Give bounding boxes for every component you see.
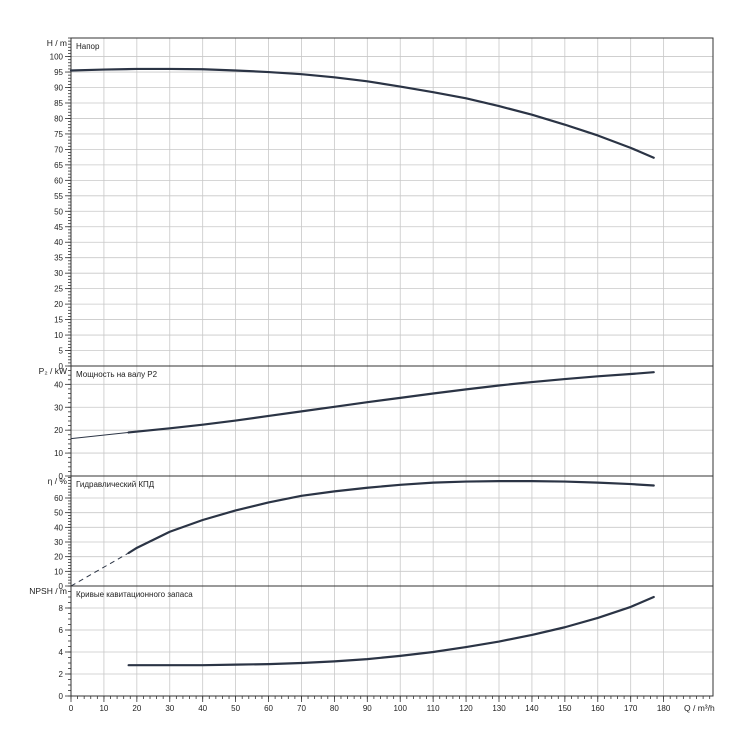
x-tick-label: 10	[99, 704, 108, 713]
y-axis-label: H / m	[47, 38, 67, 48]
y-tick-label: 4	[59, 648, 64, 657]
y-tick-label: 0	[59, 362, 64, 371]
y-tick-label: 2	[59, 670, 64, 679]
y-tick-label: 35	[54, 254, 63, 263]
panel-title: Напор	[76, 42, 100, 51]
y-axis-label: P₂ / kW	[39, 366, 67, 376]
panel-npsh: 0 2 4 6 8 NPSH / m Кривые кавитационного запас…	[29, 585, 714, 701]
x-tick-label: 140	[525, 704, 539, 713]
y-tick-label: 5	[59, 347, 64, 356]
y-tick-label: 8	[59, 604, 64, 613]
x-tick-label: 80	[330, 704, 339, 713]
x-tick-label: 110	[427, 704, 440, 713]
y-tick-label: 40	[54, 238, 63, 247]
y-tick-label: 20	[54, 300, 63, 309]
y-tick-label: 30	[54, 269, 63, 278]
y-tick-label: 100	[50, 53, 64, 62]
y-tick-label: 60	[54, 176, 63, 185]
y-tick-label: 40	[54, 380, 63, 389]
series-line-efficiency-dashed	[70, 552, 129, 587]
y-tick-label: 50	[54, 509, 63, 518]
y-tick-label: 0	[59, 472, 64, 481]
series-line-efficiency-solid	[127, 480, 655, 555]
panel-power: 0 10 20 30 40 P₂ / kW Мощность на валу P2	[39, 365, 714, 481]
y-tick-label: 95	[54, 68, 63, 77]
y-tick-label: 20	[54, 553, 63, 562]
y-tick-label: 30	[54, 403, 63, 412]
x-tick-label: 100	[394, 704, 408, 713]
x-axis: 0 10 20 30 40 50 60 70 80 90 100 110 120 130 140 150 160…	[69, 696, 715, 713]
y-tick-label: 70	[54, 145, 63, 154]
y-tick-label: 50	[54, 207, 63, 216]
y-tick-label: 15	[54, 316, 63, 325]
x-tick-label: 0	[69, 704, 74, 713]
panel-title: Мощность на валу P2	[76, 370, 158, 379]
y-tick-label: 10	[54, 567, 63, 576]
x-tick-label: 20	[132, 704, 141, 713]
series-line-power-thin	[70, 431, 129, 440]
y-tick-label: 25	[54, 285, 63, 294]
x-tick-label: 170	[624, 704, 638, 713]
y-tick-label: 65	[54, 161, 63, 170]
series-line-head-solid	[69, 67, 655, 159]
y-tick-label: 60	[54, 494, 63, 503]
y-axis-label: NPSH / m	[29, 586, 67, 596]
y-tick-label: 0	[59, 582, 64, 591]
y-tick-label: 6	[59, 626, 64, 635]
y-tick-label: 30	[54, 538, 63, 547]
y-tick-label: 80	[54, 114, 63, 123]
y-tick-label: 20	[54, 426, 63, 435]
y-tick-label: 85	[54, 99, 63, 108]
x-tick-label: 130	[492, 704, 506, 713]
panel-title: Гидравлический КПД	[76, 480, 155, 489]
y-tick-label: 40	[54, 523, 63, 532]
y-tick-label: 10	[54, 331, 63, 340]
x-tick-label: 90	[363, 704, 372, 713]
x-axis-label: Q / m³/h	[684, 703, 715, 713]
x-tick-label: 50	[231, 704, 240, 713]
x-tick-label: 40	[198, 704, 207, 713]
y-tick-label: 90	[54, 84, 63, 93]
panel-head: 0 5 10 15 20 25 30 35 40 45 50 55 60 65 70 75 80 85 90 95 10…	[47, 37, 714, 371]
panel-frame	[70, 585, 714, 697]
x-tick-label: 70	[297, 704, 306, 713]
y-axis-label: η / %	[48, 476, 68, 486]
series-line-power-solid	[127, 371, 655, 434]
x-tick-label: 160	[591, 704, 605, 713]
series-line-npsh-solid	[127, 595, 655, 667]
y-tick-label: 45	[54, 223, 63, 232]
y-tick-label: 10	[54, 449, 63, 458]
panel-title: Кривые кавитационного запаса	[76, 590, 193, 599]
x-tick-label: 60	[264, 704, 273, 713]
x-tick-label: 180	[657, 704, 671, 713]
x-tick-label: 150	[558, 704, 572, 713]
y-tick-label: 75	[54, 130, 63, 139]
y-tick-label: 0	[59, 692, 64, 701]
y-tick-label: 55	[54, 192, 63, 201]
x-tick-label: 30	[165, 704, 174, 713]
x-tick-label: 120	[459, 704, 473, 713]
